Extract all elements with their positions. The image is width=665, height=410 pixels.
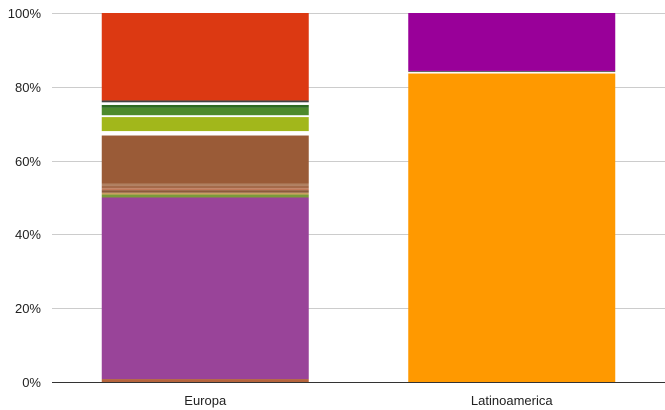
x-category-label: Europa	[184, 393, 227, 408]
bar-segment	[101, 107, 309, 116]
x-category-label: Latinoamerica	[471, 393, 553, 408]
bar-segment	[408, 72, 616, 74]
bar-segment	[101, 192, 309, 195]
y-axis-ticks: 0% 20% 40% 60% 80% 100%	[8, 6, 42, 390]
bar-segment	[101, 190, 309, 193]
y-tick-label: 100%	[8, 6, 42, 21]
bar-segment	[101, 185, 309, 189]
bar-segment	[101, 131, 309, 136]
bar-segment	[101, 194, 309, 198]
bar-segment	[101, 197, 309, 380]
bar-segment	[101, 379, 309, 382]
bar-segment	[101, 183, 309, 186]
y-tick-label: 60%	[15, 154, 41, 169]
y-tick-label: 20%	[15, 301, 41, 316]
bar-segment	[408, 73, 616, 383]
bar-segment	[101, 100, 309, 103]
bar-segment	[101, 135, 309, 184]
y-tick-label: 0%	[22, 375, 41, 390]
bar-segment	[101, 188, 309, 191]
bars	[101, 13, 616, 383]
y-tick-label: 80%	[15, 80, 41, 95]
bar-segment	[101, 115, 309, 118]
x-axis-categories: Europa Latinoamerica	[184, 393, 553, 408]
y-tick-label: 40%	[15, 227, 41, 242]
bar-segment	[101, 104, 309, 108]
bar-segment	[408, 70, 616, 73]
bar-segment	[101, 13, 309, 101]
bar-segment	[101, 117, 309, 132]
bar-segment	[408, 13, 616, 71]
bar-segment	[101, 102, 309, 105]
